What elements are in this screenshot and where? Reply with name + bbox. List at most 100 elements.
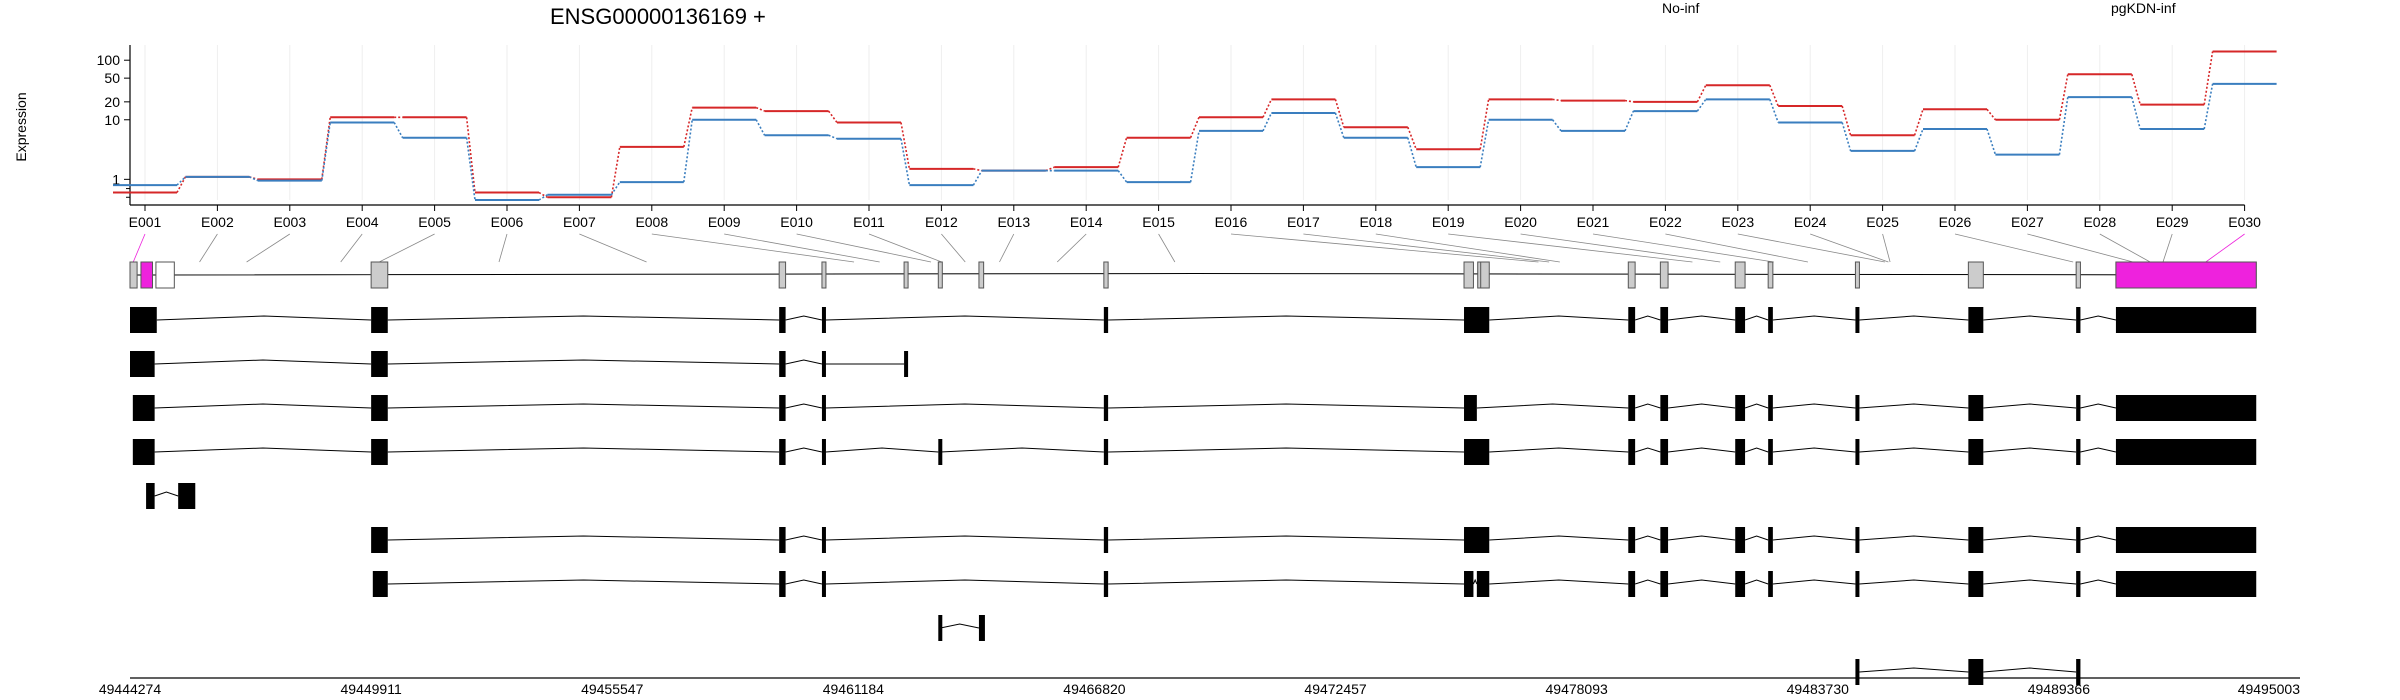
intron-line — [1859, 403, 1969, 409]
intron-line — [1983, 579, 2077, 585]
series-transition — [1769, 84, 1779, 107]
gene-exon — [978, 261, 985, 289]
intron-line — [1668, 447, 1736, 453]
exon-connector — [868, 233, 942, 263]
exon-connector — [796, 233, 932, 263]
transcript-exon — [904, 351, 909, 377]
transcript-exon — [1476, 571, 1490, 597]
transcript-exon — [779, 307, 786, 333]
transcript-exon — [821, 527, 826, 553]
series-transition — [828, 134, 838, 140]
transcript-exon — [1103, 307, 1109, 333]
transcript-exon — [1768, 527, 1773, 553]
series-lines — [113, 50, 2277, 201]
y-tick-label: 1 — [112, 171, 120, 187]
exon-connector — [1303, 233, 1550, 263]
intron-line — [2080, 535, 2117, 541]
gene-exon — [155, 261, 175, 289]
transcript-exon — [1968, 307, 1984, 333]
gene-exon — [1480, 261, 1490, 289]
exon-tick-label: E012 — [925, 214, 958, 230]
exon-connector — [724, 233, 880, 263]
transcript-exon — [779, 439, 786, 465]
exon-connector — [1954, 233, 2074, 263]
series-transition — [2203, 51, 2214, 105]
intron-line — [1744, 535, 1769, 541]
intron-line — [1472, 578, 1478, 585]
transcript-exon — [1660, 395, 1669, 421]
transcript-exon — [821, 351, 826, 377]
genomic-coord-label: 49489366 — [2028, 681, 2091, 697]
transcript-exon — [371, 439, 388, 465]
transcript-exon — [821, 439, 826, 465]
exon-tick-label: E014 — [1070, 214, 1103, 230]
intron-line — [1983, 535, 2077, 541]
exon-tick-label: E018 — [1359, 214, 1392, 230]
transcript-exon — [1464, 307, 1490, 333]
series-transition — [1262, 99, 1273, 118]
intron-line — [1108, 315, 1465, 321]
transcript-exon — [1103, 527, 1109, 553]
transcript-exon — [1660, 527, 1669, 553]
transcript-exon — [146, 483, 155, 509]
exon-tick-label: E011 — [853, 214, 885, 230]
transcript-exon — [2115, 571, 2257, 597]
exon-tick-label: E003 — [273, 214, 306, 230]
exon-tick-label: E021 — [1577, 214, 1610, 230]
exon-connector — [941, 233, 966, 263]
transcript-exon — [2076, 439, 2081, 465]
intron-line — [785, 535, 823, 541]
intron-line — [940, 623, 980, 629]
intron-line — [1772, 535, 1856, 541]
series-transition — [610, 146, 621, 198]
transcript-exon — [2076, 527, 2081, 553]
transcript-8 — [938, 615, 985, 641]
intron-line — [1859, 579, 1969, 585]
intron-line — [1489, 535, 1629, 541]
intron-line — [825, 447, 939, 453]
intron-line — [387, 535, 780, 541]
series-transition — [1479, 119, 1490, 168]
intron-line — [1772, 447, 1856, 453]
transcript-exon — [978, 615, 985, 641]
intron-line — [387, 447, 780, 453]
series-transition — [2131, 96, 2141, 130]
transcript-exon — [132, 439, 155, 465]
series-transition — [1334, 112, 1345, 138]
intron-line — [1744, 403, 1769, 409]
exon-tick-label: E030 — [2228, 214, 2261, 230]
exon-connector — [1448, 233, 1693, 263]
exon-connector — [1737, 233, 1886, 263]
series-transition — [2058, 74, 2069, 120]
transcript-exon — [1628, 307, 1636, 333]
transcript-5 — [146, 483, 196, 509]
exon-connector — [1375, 233, 1560, 263]
transcript-exon — [1103, 395, 1109, 421]
transcript-exon — [1855, 659, 1860, 685]
gene-exon — [903, 261, 909, 289]
exon-connector — [1056, 233, 1087, 263]
series-No-inf — [113, 50, 2277, 199]
exon-connector — [132, 233, 146, 263]
series-transition — [2058, 97, 2069, 155]
legend-no-inf: No-inf — [1662, 0, 1699, 16]
series-transition — [610, 181, 621, 196]
intron-line — [1476, 403, 1629, 409]
exon-connector — [579, 233, 647, 263]
transcript-exon — [372, 571, 388, 597]
series-transition — [2203, 83, 2214, 130]
transcript-exon — [1735, 395, 1746, 421]
genomic-coord-label: 49483730 — [1787, 681, 1850, 697]
intron-line — [785, 315, 823, 321]
transcript-exon — [130, 351, 155, 377]
exon-tick-label: E016 — [1215, 214, 1248, 230]
exon-tick-label: E005 — [418, 214, 451, 230]
transcript-exon — [2076, 307, 2081, 333]
intron-line — [785, 359, 823, 365]
transcript-exon — [1464, 439, 1490, 465]
transcript-exon — [1768, 307, 1773, 333]
exon-connector — [199, 233, 218, 263]
chart-title: ENSG00000136169 + — [550, 4, 766, 29]
intron-line — [1983, 447, 2077, 453]
transcript-4 — [132, 439, 2257, 465]
